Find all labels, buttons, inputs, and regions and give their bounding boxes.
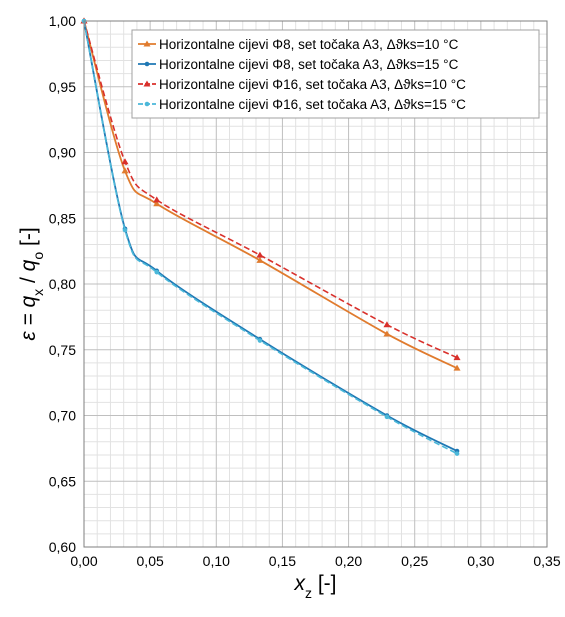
series-1-point xyxy=(256,256,264,263)
x-tick-label: 0,25 xyxy=(401,553,428,569)
legend-entry-2: Horizontalne cijevi Φ8, set točaka A3, Δ… xyxy=(138,57,459,72)
legend-label: Horizontalne cijevi Φ8, set točaka A3, Δ… xyxy=(159,37,459,52)
x-tick-label: 0,20 xyxy=(335,553,362,569)
y-tick-labels: 0,60 0,65 0,70 0,75 0,80 0,85 0,90 0,95 1,00 xyxy=(49,13,76,555)
x-tick-label: 0,30 xyxy=(467,553,494,569)
legend-marker xyxy=(144,101,150,107)
y-tick-label: 0,90 xyxy=(49,145,76,161)
series-1-point xyxy=(121,167,129,174)
legend-marker xyxy=(143,40,151,47)
x-tick-labels: 0,00 0,05 0,10 0,15 0,20 0,25 0,30 0,35 xyxy=(70,553,560,569)
series-4-point xyxy=(384,414,390,420)
legend: Horizontalne cijevi Φ8, set točaka A3, Δ… xyxy=(131,29,540,119)
x-tick-label: 0,00 xyxy=(70,553,97,569)
y-tick-label: 0,95 xyxy=(49,79,76,95)
series-3-point xyxy=(121,158,129,165)
series-1-point xyxy=(453,364,461,371)
series-4-point xyxy=(122,227,128,233)
legend-entry-3: Horizontalne cijevi Φ16, set točaka A3, … xyxy=(138,77,466,92)
legend-entry-1: Horizontalne cijevi Φ8, set točaka A3, Δ… xyxy=(138,37,459,52)
x-tick-label: 0,10 xyxy=(203,553,230,569)
series-4-point xyxy=(454,451,460,456)
y-tick-label: 0,60 xyxy=(49,539,76,555)
legend-entry-4: Horizontalne cijevi Φ16, set točaka A3, … xyxy=(138,97,466,112)
x-tick-label: 0,15 xyxy=(269,553,296,569)
y-tick-label: 0,70 xyxy=(49,408,76,424)
legend-label: Horizontalne cijevi Φ16, set točaka A3, … xyxy=(159,97,466,112)
series-4-point xyxy=(257,338,263,343)
x-tick-label: 0,05 xyxy=(137,553,164,569)
series-3-point xyxy=(453,354,461,361)
legend-label: Horizontalne cijevi Φ16, set točaka A3, … xyxy=(159,77,466,92)
y-tick-label: 1,00 xyxy=(49,13,76,29)
series-3-point xyxy=(383,321,391,328)
series-3-point xyxy=(256,251,264,258)
plot-frame xyxy=(83,20,548,548)
series-4-point xyxy=(154,269,160,275)
series-1-point xyxy=(383,330,391,337)
y-tick-label: 0,85 xyxy=(49,210,76,226)
y-axis-title: ε = qx / qo [-] xyxy=(17,227,46,340)
legend-marker xyxy=(144,61,150,67)
y-tick-label: 0,65 xyxy=(49,473,76,489)
legend-label: Horizontalne cijevi Φ8, set točaka A3, Δ… xyxy=(159,57,459,72)
x-tick-label: 0,35 xyxy=(533,553,560,569)
legend-marker xyxy=(143,80,151,87)
series-layer xyxy=(80,17,461,456)
series-4 xyxy=(81,18,460,456)
series-1-point xyxy=(153,200,161,207)
legend-box xyxy=(131,29,540,119)
series-3-point xyxy=(153,196,161,203)
y-tick-label: 0,75 xyxy=(49,342,76,358)
x-axis-title: xz [-] xyxy=(294,572,337,601)
y-tick-label: 0,80 xyxy=(49,276,76,292)
